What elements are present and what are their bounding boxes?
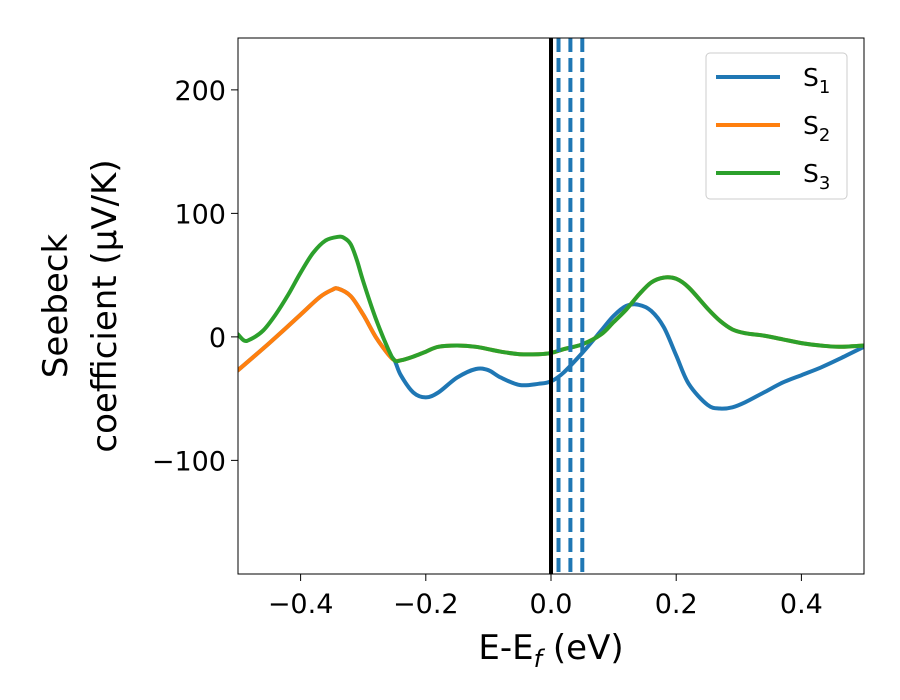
y-tick-label: 100: [174, 199, 226, 230]
x-tick-label: 0.0: [530, 589, 573, 620]
x-axis-title: E-Ef (eV): [478, 628, 623, 673]
series-group: [238, 234, 864, 411]
series-line-3: [238, 234, 864, 364]
y-axis-title: Seebeck coefficient (μV/K): [36, 159, 125, 452]
x-axis-title-base: E-E: [478, 628, 533, 668]
y-axis-title-line2: coefficient (μV/K): [85, 159, 125, 452]
y-tick-label: 0: [209, 323, 226, 354]
legend-label-3: S3: [803, 159, 830, 194]
x-axis-title-suffix: (eV): [542, 628, 624, 668]
legend-label-1: S1: [803, 63, 830, 98]
x-tick-label: −0.2: [393, 589, 459, 620]
reference-lines: [549, 38, 585, 574]
x-tick-label: −0.4: [268, 589, 334, 620]
x-axis-ticks: −0.4 −0.2 0.0 0.2 0.4: [268, 574, 823, 620]
x-tick-label: 0.2: [655, 589, 698, 620]
legend-label-2: S2: [803, 111, 830, 146]
y-axis-ticks: −100 0 100 200: [152, 76, 238, 477]
y-tick-label: 200: [174, 76, 226, 107]
x-tick-label: 0.4: [780, 589, 823, 620]
legend: S1 S2 S3: [705, 52, 848, 200]
y-tick-label: −100: [152, 446, 226, 477]
y-axis-title-line1: Seebeck: [36, 234, 76, 379]
